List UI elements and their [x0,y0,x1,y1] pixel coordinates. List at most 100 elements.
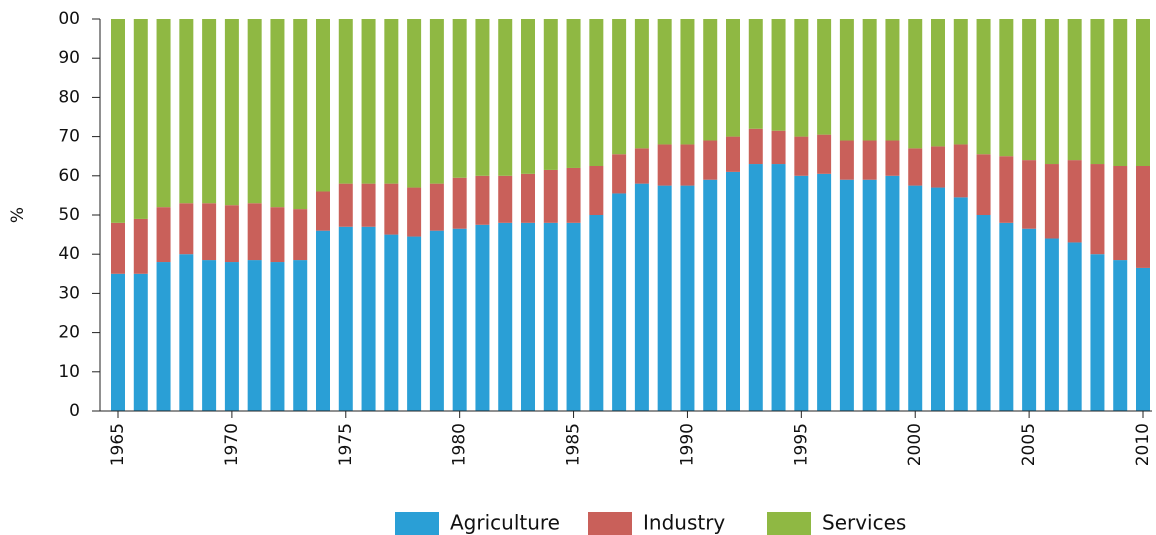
bar-segment [543,222,558,411]
bar-segment [156,207,171,263]
bar-segment [202,19,217,204]
bar-segment [657,144,672,186]
x-tick-label: 1970 [222,423,242,466]
x-tick-label: 1985 [564,423,584,466]
bar-segment [771,164,786,411]
bar-segment [589,166,604,215]
legend-label: Agriculture [450,511,560,535]
bar-segment [338,183,353,227]
bar-segment [224,205,239,263]
bar-segment [293,209,308,261]
bar-segment [976,19,991,155]
bar-segment [384,234,399,411]
bar-segment [885,19,900,141]
bar-segment [908,185,923,411]
bar-segment [224,19,239,206]
bar-segment [133,19,148,219]
bar-segment [521,173,535,223]
bar-segment [179,203,194,255]
bar-segment [726,171,740,411]
x-tick-label: 1990 [677,423,697,466]
bar-segment [748,19,763,129]
bar-segment [1136,166,1150,268]
bar-segment [475,175,490,225]
bar-segment [862,140,877,180]
bar-segment [771,19,786,131]
bar-segment [748,164,763,411]
bar-segment [839,179,854,411]
bar-segment [612,154,627,194]
bar-segment [680,185,695,411]
bar-segment [1022,228,1037,411]
bar-segment [839,140,854,180]
bar-segment [247,203,262,261]
bar-segment [316,230,330,411]
bar-segment [612,193,627,411]
bar-segment [202,203,217,261]
bar-segment [498,175,513,223]
x-tick-label: 2010 [1133,423,1153,466]
bar-segment [316,19,330,192]
bar-segment [1044,164,1059,239]
bar-segment [634,148,649,184]
bar-segment [862,19,877,141]
legend-label: Industry [643,511,725,535]
bar-segment [566,222,581,411]
x-tick-label: 2005 [1019,423,1039,466]
bar-segment [475,224,490,411]
bar-segment [247,260,262,411]
bar-segment [1113,260,1128,411]
bar-segment [429,183,444,231]
y-tick-label: 60 [58,166,80,186]
legend-label: Services [822,511,906,535]
bar-segment [156,262,171,411]
bar-segment [338,19,353,184]
y-axis-label: % [8,207,28,223]
bar-segment [521,19,535,174]
bar-segment [1067,242,1082,411]
bar-segment [202,260,217,411]
bar-segment [224,262,239,411]
bar-segment [953,144,968,198]
bar-segment [247,19,262,204]
bar-segment [407,236,422,411]
bar-segment [293,260,308,411]
bar-segment [270,207,285,263]
bar-segment [817,19,832,135]
bar-segment [931,146,945,188]
bar-segment [726,136,740,172]
bar-segment [931,187,945,411]
bar-segment [703,140,718,180]
bar-segment [111,273,125,411]
legend-swatch [395,512,439,535]
x-tick-label: 2000 [905,423,925,466]
y-tick-label: 70 [58,127,80,147]
bar-segment [1022,19,1037,161]
bar-segment [384,183,399,235]
bar-segment [1090,254,1105,411]
bar-segment [361,19,376,184]
bar-segment [680,144,695,186]
bar-segment [703,19,718,141]
bar-segment [726,19,740,137]
y-tick-label: 20 [58,323,80,343]
bar-segment [634,183,649,411]
bar-segment [316,191,330,231]
bar-segment [794,136,809,176]
bar-segment [589,19,604,166]
y-tick-label: 30 [58,283,80,303]
bar-segment [543,169,558,223]
bar-segment [1090,19,1105,165]
bar-segment [612,19,627,155]
bar-segment [908,19,923,149]
bar-segment [999,222,1014,411]
bar-segment [1136,267,1150,411]
bar-segment [1067,19,1082,161]
bar-segment [703,179,718,411]
bar-segment [1136,19,1150,166]
bar-segment [452,228,467,411]
bar-segment [133,273,148,411]
x-tick-label: 1980 [450,423,470,466]
bar-segment [452,177,467,229]
